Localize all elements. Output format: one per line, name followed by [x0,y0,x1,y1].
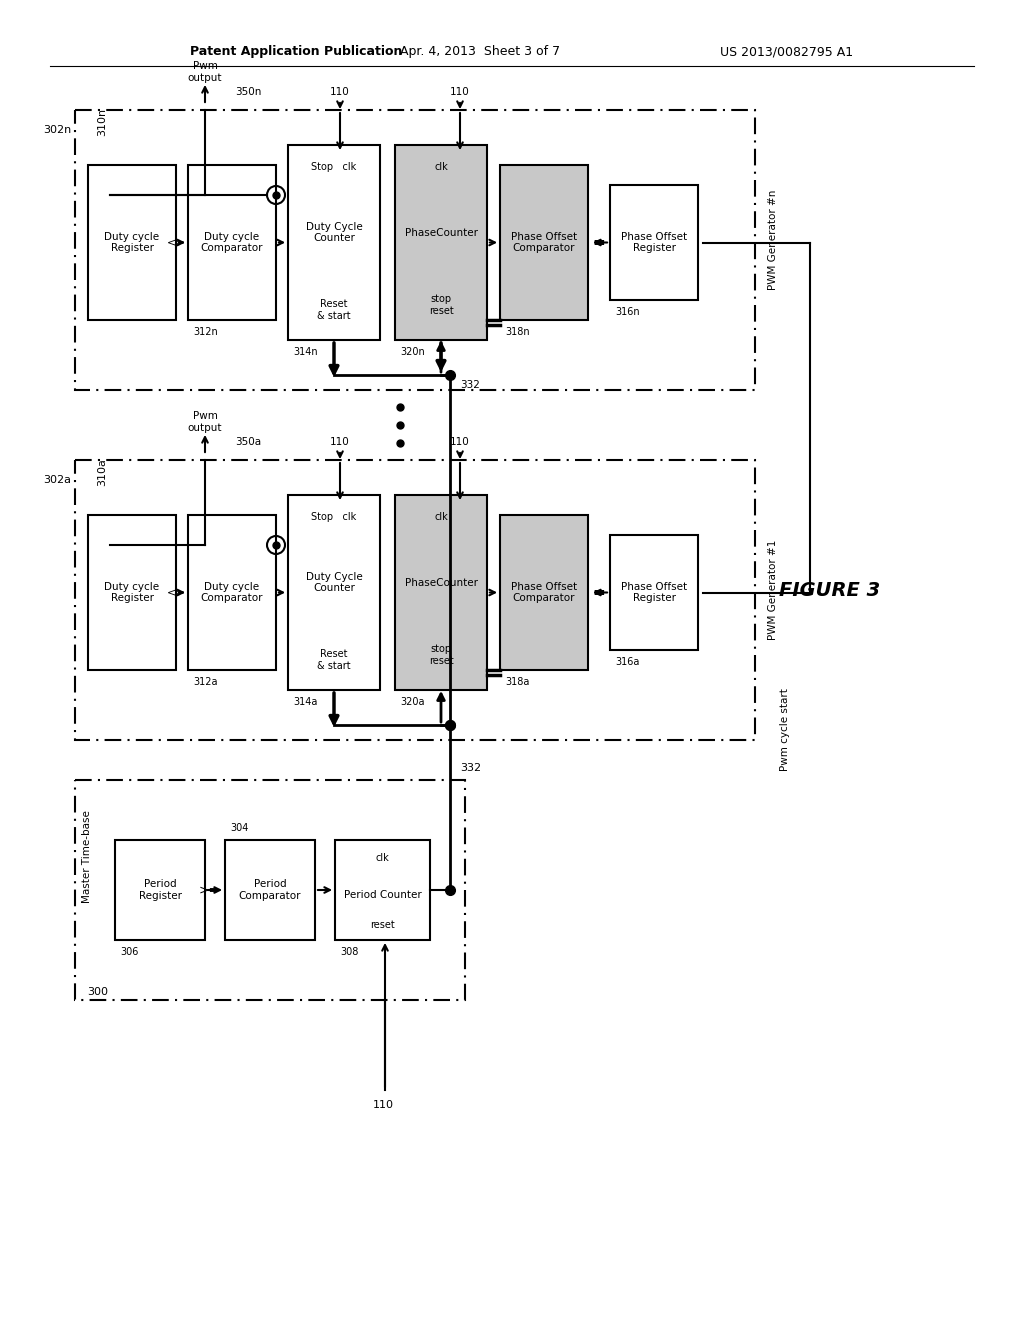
Text: FIGURE 3: FIGURE 3 [779,581,881,599]
Text: Reset
& start: Reset & start [317,649,351,671]
Text: Period
Comparator: Period Comparator [239,879,301,900]
Bar [610,185,698,300]
Text: PWM Generator #1: PWM Generator #1 [768,540,778,640]
Text: Stop   clk: Stop clk [311,512,356,521]
Text: 316n: 316n [615,308,640,317]
Text: PhaseCounter: PhaseCounter [404,227,477,238]
Bar [395,145,487,341]
Text: 314n: 314n [293,347,317,356]
Text: Master Time-base: Master Time-base [82,810,92,903]
Text: Duty cycle
Register: Duty cycle Register [104,232,160,253]
Text: stop
reset: stop reset [429,644,454,665]
Text: Phase Offset
Register: Phase Offset Register [621,232,687,253]
Bar [88,165,176,319]
Text: clk: clk [434,162,447,172]
Text: 320n: 320n [400,347,425,356]
Text: 316a: 316a [615,657,639,667]
Text: Period
Register: Period Register [138,879,181,900]
Text: 312a: 312a [193,677,217,686]
Bar [288,495,380,690]
Text: 310n: 310n [97,108,106,136]
Bar [188,515,276,671]
Bar [188,165,276,319]
Text: 110: 110 [451,437,470,447]
Text: 314a: 314a [293,697,317,708]
Text: >=: >= [199,883,220,896]
Text: Stop   clk: Stop clk [311,162,356,172]
Text: <=: <= [167,238,186,248]
Text: Phase Offset
Comparator: Phase Offset Comparator [511,582,578,603]
Bar [500,165,588,319]
Text: 304: 304 [230,822,249,833]
Text: Pwm
output: Pwm output [187,412,222,433]
Bar [75,780,465,1001]
Bar [500,515,588,671]
Bar [610,535,698,649]
Bar [225,840,315,940]
Text: 306: 306 [120,946,138,957]
Text: =: = [593,585,605,601]
Bar [335,840,430,940]
Text: Patent Application Publication: Patent Application Publication [190,45,402,58]
Text: 318a: 318a [505,677,529,686]
Text: 110: 110 [330,87,350,96]
Text: Pwm cycle start: Pwm cycle start [780,689,790,771]
Text: clk: clk [376,853,389,863]
Bar [88,515,176,671]
Text: 302a: 302a [43,475,71,484]
Text: PWM Generator #n: PWM Generator #n [768,190,778,290]
Text: reset: reset [370,920,395,931]
Text: Apr. 4, 2013  Sheet 3 of 7: Apr. 4, 2013 Sheet 3 of 7 [400,45,560,58]
Text: Reset
& start: Reset & start [317,300,351,321]
Text: clk: clk [434,512,447,521]
Text: 110: 110 [373,1100,393,1110]
Text: PhaseCounter: PhaseCounter [404,578,477,587]
Bar [288,145,380,341]
Text: 110: 110 [330,437,350,447]
Bar [75,110,755,389]
Text: 332: 332 [460,763,481,774]
Text: 302n: 302n [43,125,71,135]
Text: stop
reset: stop reset [429,294,454,315]
Text: US 2013/0082795 A1: US 2013/0082795 A1 [720,45,853,58]
Text: <=: <= [167,587,186,598]
Text: Duty cycle
Comparator: Duty cycle Comparator [201,582,263,603]
Text: 110: 110 [451,87,470,96]
Text: 350a: 350a [234,437,261,447]
Text: 318n: 318n [505,327,529,337]
Text: Pwm
output: Pwm output [187,61,222,83]
Text: Phase Offset
Comparator: Phase Offset Comparator [511,232,578,253]
Text: =: = [593,235,605,249]
Text: 312n: 312n [193,327,218,337]
Bar [75,459,755,741]
Text: 332: 332 [460,380,480,389]
Text: 310a: 310a [97,458,106,486]
Text: Duty cycle
Comparator: Duty cycle Comparator [201,232,263,253]
Text: 308: 308 [340,946,358,957]
Text: 300: 300 [87,987,108,997]
Text: 350n: 350n [234,87,261,96]
Text: Duty Cycle
Counter: Duty Cycle Counter [305,222,362,243]
Text: Duty Cycle
Counter: Duty Cycle Counter [305,572,362,593]
Text: 320a: 320a [400,697,425,708]
Bar [395,495,487,690]
Text: Phase Offset
Register: Phase Offset Register [621,582,687,603]
Text: Period Counter: Period Counter [344,890,421,900]
Bar [115,840,205,940]
Text: Duty cycle
Register: Duty cycle Register [104,582,160,603]
